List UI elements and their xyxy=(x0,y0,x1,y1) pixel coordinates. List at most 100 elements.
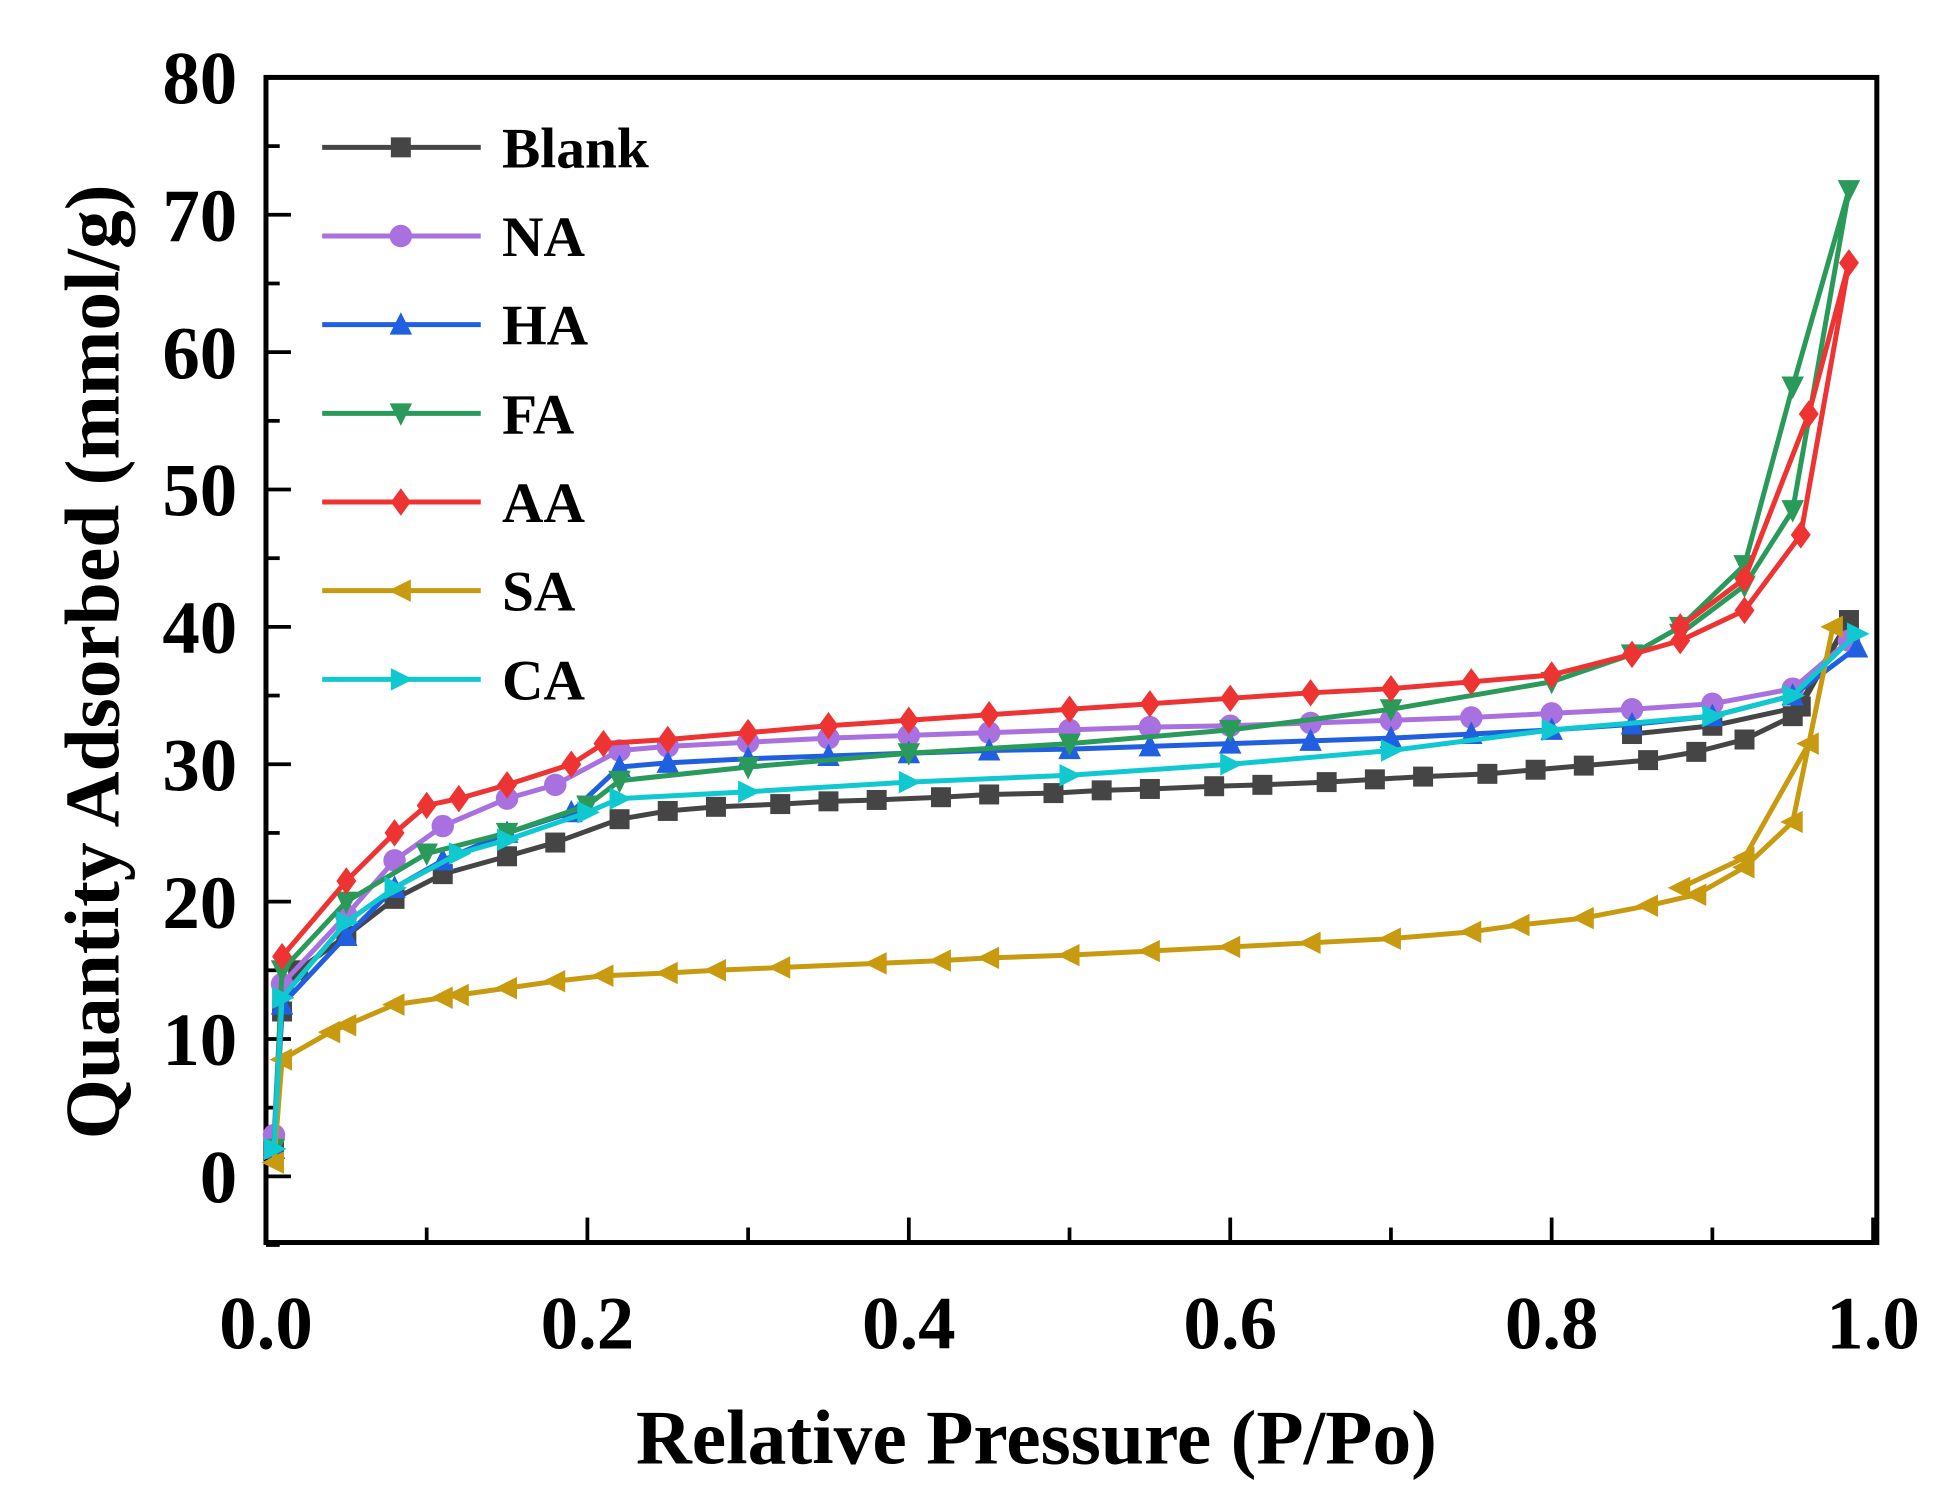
data-point-fa xyxy=(608,770,631,794)
data-point-ca xyxy=(577,801,600,824)
data-point-blank xyxy=(866,789,887,810)
data-point-fa xyxy=(1379,699,1403,722)
data-point-sa xyxy=(1217,935,1241,959)
data-point-blank xyxy=(1413,766,1434,787)
data-point-ca xyxy=(1847,622,1870,645)
y-tick-label: 70 xyxy=(162,175,237,258)
data-point-sa xyxy=(430,986,453,1009)
data-point-ca xyxy=(1541,718,1565,742)
data-point-na xyxy=(1460,706,1483,729)
legend-item-aa: AA xyxy=(322,472,585,535)
legend-marker-na xyxy=(389,224,413,248)
y-tick-label: 60 xyxy=(162,312,237,395)
data-point-fa xyxy=(736,756,760,780)
data-point-blank xyxy=(497,846,518,867)
data-point-aa xyxy=(1059,695,1080,724)
legend-label-aa: AA xyxy=(502,472,585,535)
data-point-blank xyxy=(1638,750,1659,771)
data-point-sa xyxy=(703,959,726,982)
data-point-sa xyxy=(1571,906,1594,930)
data-point-sa xyxy=(864,952,887,975)
data-point-sa xyxy=(1137,939,1160,963)
data-point-sa xyxy=(494,976,518,1000)
data-point-ca xyxy=(336,910,359,934)
data-point-blank xyxy=(1686,741,1707,762)
data-point-ca xyxy=(272,986,295,1009)
data-point-aa xyxy=(657,725,678,754)
data-point-ca xyxy=(384,876,408,900)
y-tick-labels: 0 10 20 30 40 50 60 70 80 xyxy=(162,38,237,1220)
legend-marker-fa xyxy=(389,403,413,426)
data-point-na xyxy=(495,787,519,810)
data-point-sa xyxy=(1507,913,1530,937)
data-point-fa xyxy=(1781,500,1804,523)
data-point-aa xyxy=(1734,565,1755,593)
data-point-ha xyxy=(335,923,358,946)
y-tick-label: 0 xyxy=(200,1137,237,1220)
data-point-aa xyxy=(1838,249,1859,277)
y-tick-label: 50 xyxy=(162,450,237,533)
data-point-aa xyxy=(448,784,469,813)
data-point-fa xyxy=(1058,733,1081,757)
data-point-ca xyxy=(1059,763,1083,787)
data-point-sa xyxy=(767,956,791,979)
data-point-blank xyxy=(1204,776,1225,797)
data-point-na xyxy=(431,814,454,838)
data-point-blank xyxy=(705,796,726,817)
x-tick-label: 0.0 xyxy=(219,1283,313,1366)
data-point-aa xyxy=(1734,596,1755,625)
data-point-na xyxy=(383,849,406,872)
data-point-blank xyxy=(1838,610,1859,630)
data-point-sa xyxy=(1780,810,1803,834)
data-point-na xyxy=(1138,715,1162,739)
data-point-blank xyxy=(1252,774,1273,795)
data-point-sa xyxy=(317,1020,341,1044)
data-point-sa xyxy=(1683,883,1707,906)
legend-item-ha: HA xyxy=(322,295,589,358)
y-axis-label: Quantity Adsorbed (mmol/g) xyxy=(50,184,136,1139)
data-point-sa xyxy=(590,964,614,988)
legend-marker-sa xyxy=(388,579,411,602)
data-point-ca xyxy=(448,842,472,865)
data-point-blank xyxy=(979,784,1000,805)
data-point-aa xyxy=(1541,661,1562,689)
data-point-ca xyxy=(1702,704,1725,728)
data-point-sa xyxy=(655,961,678,985)
data-point-blank xyxy=(1364,769,1385,790)
data-point-fa xyxy=(897,743,921,766)
data-point-na xyxy=(1540,702,1563,725)
x-tick-label: 0.4 xyxy=(862,1283,956,1366)
data-point-aa xyxy=(384,819,405,847)
data-point-blank xyxy=(1316,772,1337,793)
data-point-ha xyxy=(1138,733,1162,757)
legend-label-sa: SA xyxy=(502,561,576,624)
data-point-aa xyxy=(1300,679,1321,707)
data-point-sa xyxy=(1796,732,1819,755)
legend: Blank NA HA FA AA SA CA xyxy=(322,117,649,712)
data-point-blank xyxy=(1139,778,1160,799)
data-point-aa xyxy=(1220,684,1241,713)
data-point-blank xyxy=(930,787,951,808)
x-tick-label: 0.8 xyxy=(1505,1283,1599,1366)
data-point-ca xyxy=(609,787,633,810)
data-point-aa xyxy=(738,718,759,747)
data-point-aa xyxy=(416,791,437,820)
data-point-aa xyxy=(1461,668,1482,696)
axis-ticks xyxy=(264,75,1875,1247)
y-tick-label: 80 xyxy=(162,38,237,121)
legend-label-na: NA xyxy=(502,206,585,269)
data-point-fa xyxy=(1837,180,1861,203)
data-point-fa xyxy=(1218,719,1242,743)
data-point-aa xyxy=(818,712,839,740)
y-tick-label: 20 xyxy=(162,862,237,945)
data-point-sa xyxy=(1667,876,1691,900)
legend-item-fa: FA xyxy=(322,383,575,446)
legend-label-blank: Blank xyxy=(502,117,649,180)
data-point-fa xyxy=(335,891,358,915)
data-point-blank xyxy=(545,832,566,853)
y-tick-label: 10 xyxy=(162,999,237,1082)
data-point-na xyxy=(977,721,1001,744)
data-point-sa xyxy=(1378,927,1401,950)
